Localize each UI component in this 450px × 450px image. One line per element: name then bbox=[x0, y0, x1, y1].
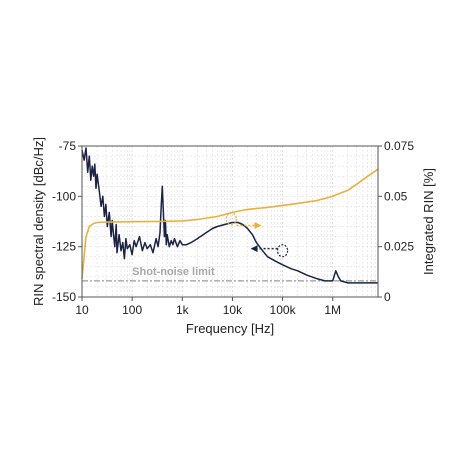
left-y-axis-label: RIN spectral density [dBc/Hz] bbox=[31, 137, 46, 306]
x-tick-label: 1M bbox=[324, 303, 341, 317]
x-tick-label: 1k bbox=[176, 303, 190, 317]
left-y-ticks: -75 -100 -125 -150 bbox=[52, 139, 82, 304]
x-tick-label: 10k bbox=[223, 303, 243, 317]
left-tick-label: -125 bbox=[52, 240, 76, 254]
right-tick-label: 0.025 bbox=[384, 240, 414, 254]
plot-frame bbox=[81, 145, 379, 298]
rin-density-line bbox=[81, 147, 378, 284]
left-tick-label: -150 bbox=[52, 290, 76, 304]
integrated-rin-line bbox=[81, 168, 379, 279]
x-tick-label: 100k bbox=[270, 303, 297, 317]
right-y-axis-label: Integrated RIN [%] bbox=[421, 168, 436, 275]
left-tick-label: -100 bbox=[52, 189, 76, 203]
annotation-arrows bbox=[225, 212, 289, 258]
right-tick-label: 0.05 bbox=[384, 189, 408, 203]
left-tick-label: -75 bbox=[59, 139, 77, 153]
left-axis-arrow-head bbox=[250, 245, 258, 253]
right-y-ticks: 0 0.025 0.05 0.075 bbox=[378, 139, 414, 304]
series-group bbox=[81, 147, 379, 284]
x-ticks: 10 100 1k 10k 100k 1M bbox=[75, 297, 341, 317]
right-axis-arrow-head bbox=[254, 222, 262, 230]
rin-density-marker bbox=[276, 244, 289, 258]
x-tick-label: 100 bbox=[122, 303, 142, 317]
integrated-rin-marker bbox=[225, 212, 237, 226]
grid-lines bbox=[81, 145, 379, 298]
x-axis-label: Frequency [Hz] bbox=[186, 321, 274, 336]
right-tick-label: 0 bbox=[384, 290, 391, 304]
right-tick-label: 0.075 bbox=[384, 139, 414, 153]
shot-noise-label: Shot-noise limit bbox=[132, 266, 215, 278]
x-tick-label: 10 bbox=[75, 303, 89, 317]
